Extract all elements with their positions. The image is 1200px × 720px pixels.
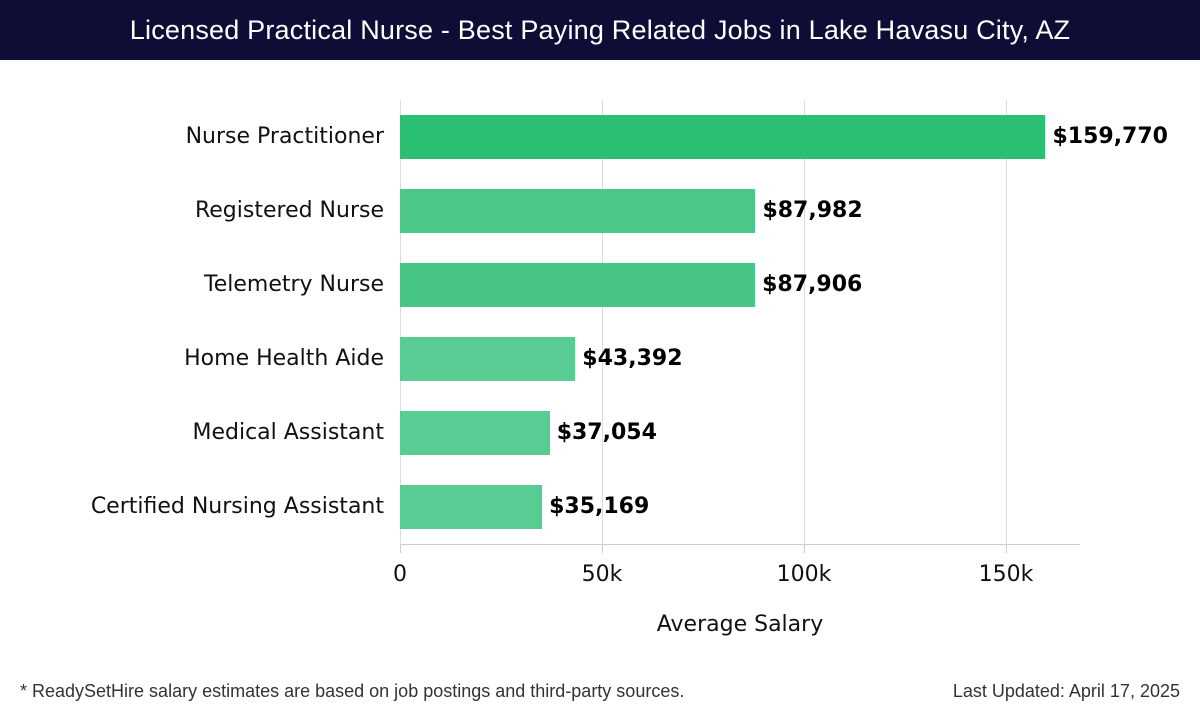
gridline [804, 100, 805, 545]
x-tick-label: 100k [776, 562, 832, 587]
bar-value-label: $37,054 [556, 420, 657, 445]
x-tick-mark [804, 545, 805, 553]
bar-value-label: $87,982 [762, 198, 863, 223]
category-label: Medical Assistant [192, 420, 384, 445]
gridline [1006, 100, 1007, 545]
x-axis-label: Average Salary [656, 612, 824, 637]
gridline [602, 100, 603, 545]
bar-value-label: $35,169 [549, 494, 650, 519]
category-label: Certified Nursing Assistant [90, 494, 384, 519]
bar [400, 263, 756, 307]
x-tick-label: 50k [581, 562, 623, 587]
bar [400, 411, 550, 455]
chart-title-bar: Licensed Practical Nurse - Best Paying R… [0, 0, 1200, 60]
bar-value-label: $43,392 [582, 346, 683, 371]
last-updated: Last Updated: April 17, 2025 [952, 681, 1180, 701]
category-label: Nurse Practitioner [185, 124, 384, 149]
bar [400, 337, 576, 381]
x-tick-mark [400, 545, 401, 553]
gridline [400, 100, 401, 545]
bar [400, 115, 1046, 159]
bar [400, 189, 756, 233]
x-tick-label: 150k [978, 562, 1034, 587]
bar-value-label: $159,770 [1052, 124, 1168, 149]
bar [400, 485, 543, 529]
bar-value-label: $87,906 [762, 272, 863, 297]
x-tick-mark [602, 545, 603, 553]
footnote: * ReadySetHire salary estimates are base… [20, 681, 685, 701]
plot-area: $159,770 $87,982 $87,906 $43,392 $37,054 $35,… [400, 100, 1168, 553]
x-axis-line [400, 544, 1080, 545]
x-tick-label: 0 [393, 562, 407, 587]
x-tick-mark [1006, 545, 1007, 553]
category-label: Registered Nurse [194, 198, 384, 223]
chart-title: Licensed Practical Nurse - Best Paying R… [129, 14, 1071, 45]
category-label: Telemetry Nurse [204, 272, 384, 297]
category-label: Home Health Aide [184, 346, 384, 371]
